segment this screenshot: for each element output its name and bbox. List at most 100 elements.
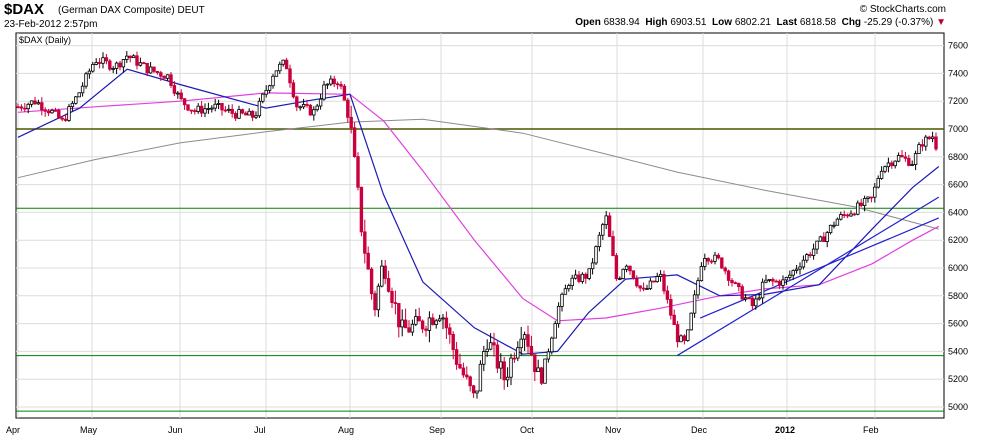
candle-body: [261, 93, 265, 102]
candle-body: [648, 280, 653, 289]
candle-body: [142, 62, 146, 65]
candle-body: [46, 110, 51, 114]
candle-body: [485, 348, 489, 352]
candle-body: [794, 268, 799, 271]
y-tick-label: 5400: [948, 346, 968, 356]
y-tick-label: 6000: [948, 263, 968, 273]
trendline: [676, 196, 940, 357]
candle-body: [655, 276, 659, 283]
candle-body: [36, 102, 41, 105]
candle-body: [760, 281, 765, 299]
candle-body: [386, 278, 391, 292]
candle-body: [216, 103, 221, 105]
candle-body: [499, 361, 503, 369]
x-tick-label: Feb: [863, 425, 879, 435]
candle-body: [706, 258, 710, 262]
candle-body: [298, 106, 302, 109]
candle-body: [611, 236, 615, 256]
candle-body: [376, 285, 381, 311]
candle-body: [475, 390, 479, 394]
x-tick-label: Sep: [429, 425, 445, 435]
candle-body: [866, 196, 870, 199]
candle-body: [645, 288, 649, 290]
y-tick-label: 7000: [948, 124, 968, 134]
candle-body: [339, 84, 343, 87]
candle-body: [788, 274, 792, 278]
candle-body: [893, 160, 897, 167]
candle-body: [495, 344, 500, 369]
x-tick-label: Aug: [338, 425, 354, 435]
candle-body: [621, 268, 625, 279]
timestamp: 23-Feb-2012 2:57pm: [4, 19, 98, 30]
low-value: 6802.21: [734, 17, 771, 28]
candle-body: [43, 109, 47, 112]
candle-body: [675, 324, 680, 343]
candle-body: [400, 319, 404, 328]
candle-body: [74, 96, 78, 104]
candle-body: [808, 254, 812, 256]
candle-body: [771, 279, 775, 282]
candle-body: [250, 110, 255, 118]
candle-body: [767, 279, 772, 281]
y-tick-label: 6800: [948, 152, 968, 162]
candle-body: [213, 103, 217, 109]
candle-body: [934, 136, 938, 150]
candle-body: [720, 257, 724, 269]
candle-body: [29, 100, 34, 105]
x-tick-label: 2012: [775, 425, 795, 435]
candle-body: [97, 62, 102, 64]
candle-body: [920, 144, 925, 147]
candle-body: [230, 108, 234, 114]
x-tick-label: Dec: [691, 425, 708, 435]
candle-body: [828, 224, 833, 234]
candle-body: [407, 327, 411, 333]
candle-body: [543, 358, 547, 384]
x-tick-label: Jul: [254, 425, 266, 435]
candle-body: [913, 153, 918, 165]
candle-body: [815, 240, 819, 250]
candle-body: [437, 318, 442, 322]
candle-body: [57, 110, 61, 119]
candle-body: [172, 85, 177, 94]
candle-body: [237, 109, 241, 119]
candle-body: [618, 278, 622, 280]
candle-body: [16, 106, 20, 109]
candle-body: [832, 224, 836, 227]
candle-body: [148, 66, 153, 74]
candle-body: [315, 105, 319, 111]
candle-body: [563, 288, 568, 295]
symbol-label: $DAX: [4, 1, 45, 18]
candle-body: [560, 293, 564, 307]
candle-body: [502, 361, 506, 381]
candle-body: [852, 213, 857, 216]
candle-body: [825, 232, 829, 243]
candle-body: [896, 155, 901, 162]
candle-body: [628, 265, 632, 272]
candle-body: [152, 66, 156, 72]
candle-body: [169, 74, 173, 86]
candle-body: [818, 236, 823, 242]
candle-body: [679, 335, 683, 343]
brand-label: © StockCharts.com: [859, 4, 946, 15]
candle-body: [312, 109, 316, 116]
candle-body: [662, 273, 666, 292]
candle-body: [189, 109, 194, 112]
ma-short-line: [17, 68, 940, 355]
candle-body: [801, 259, 806, 268]
candle-body: [805, 254, 809, 261]
y-tick-label: 6200: [948, 235, 968, 245]
candle-body: [516, 347, 520, 359]
chg-label: Chg: [841, 17, 862, 28]
candle-body: [393, 302, 398, 305]
candle-body: [757, 297, 761, 300]
candle-body: [509, 357, 513, 378]
candle-body: [835, 218, 840, 226]
y-tick-label: 5600: [948, 319, 968, 329]
candle-body: [692, 294, 697, 314]
candle-body: [567, 285, 571, 290]
candle-body: [301, 104, 306, 108]
x-tick-label: Jun: [168, 425, 183, 435]
candle-body: [206, 108, 211, 110]
candle-body: [590, 262, 595, 270]
